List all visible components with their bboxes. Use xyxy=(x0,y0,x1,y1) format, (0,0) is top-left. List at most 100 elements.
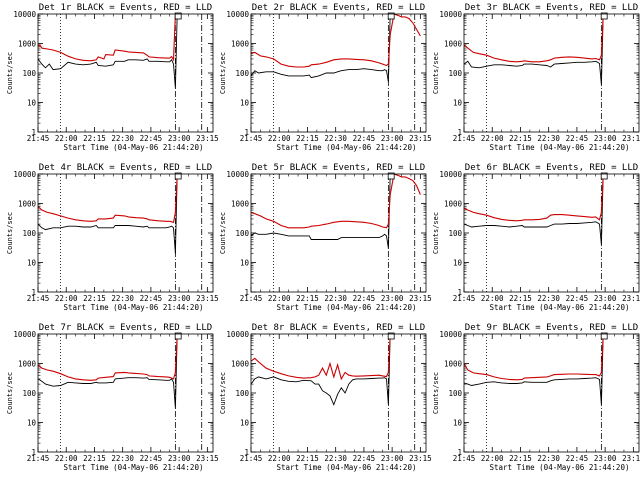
chart-panel-8: Det 8r BLACK = Events, RED = LLD 1 10 100 10… xyxy=(219,323,432,472)
y-tick-label: 10 xyxy=(27,419,37,428)
x-tick-label: 21:45 xyxy=(453,454,476,463)
x-tick-label: 22:45 xyxy=(140,454,163,463)
x-tick-label: 23:15 xyxy=(409,134,432,143)
x-tick-label: 22:15 xyxy=(296,294,319,303)
y-tick-label: 10 xyxy=(27,259,37,268)
plot-frame xyxy=(463,13,640,133)
y-axis-label: Counts/sec xyxy=(432,52,440,94)
x-tick-label: 22:45 xyxy=(353,294,376,303)
plot-frame xyxy=(463,333,640,453)
y-tick-label: 1000 xyxy=(231,360,250,369)
x-tick-label: 22:15 xyxy=(83,454,106,463)
x-tick-label: 22:15 xyxy=(509,294,532,303)
y-axis-label: Counts/sec xyxy=(219,52,227,94)
series-events-line xyxy=(251,334,393,406)
x-tick-label: 22:15 xyxy=(509,454,532,463)
chart-title: Det 7r BLACK = Events, RED = LLD xyxy=(39,323,212,333)
x-tick-label: 23:15 xyxy=(622,134,640,143)
y-axis-label: Counts/sec xyxy=(432,372,440,414)
marker-square xyxy=(174,332,182,340)
x-tick-label: 22:00 xyxy=(268,134,291,143)
chart-title: Det 5r BLACK = Events, RED = LLD xyxy=(252,163,425,173)
plot-frame xyxy=(37,173,214,293)
x-tick-label: 21:45 xyxy=(27,294,50,303)
chart-title: Det 1r BLACK = Events, RED = LLD xyxy=(39,3,212,13)
marker-square xyxy=(387,332,395,340)
x-tick-label: 22:15 xyxy=(296,134,319,143)
chart-title: Det 4r BLACK = Events, RED = LLD xyxy=(39,163,212,173)
x-tick-label: 22:30 xyxy=(537,134,560,143)
marker-square xyxy=(387,12,395,20)
x-tick-label: 22:30 xyxy=(324,454,347,463)
y-tick-label: 10000 xyxy=(13,170,36,179)
y-tick-label: 10000 xyxy=(226,170,249,179)
y-axis-label: Counts/sec xyxy=(6,52,14,94)
x-tick-label: 21:45 xyxy=(453,134,476,143)
y-tick-label: 10 xyxy=(240,259,250,268)
y-tick-label: 1000 xyxy=(444,200,463,209)
y-tick-label: 1 xyxy=(457,288,462,297)
x-axis-label: Start Time (04-May-06 21:44:20) xyxy=(64,143,204,152)
series-lld-line xyxy=(251,334,393,381)
y-tick-label: 10000 xyxy=(439,330,462,339)
x-tick-label: 23:15 xyxy=(196,134,219,143)
x-tick-label: 22:45 xyxy=(140,134,163,143)
y-tick-label: 10 xyxy=(240,419,250,428)
x-tick-label: 22:45 xyxy=(566,134,589,143)
x-axis-label: Start Time (04-May-06 21:44:20) xyxy=(490,463,630,472)
series-lld-line xyxy=(38,334,180,381)
x-tick-label: 22:45 xyxy=(140,294,163,303)
x-tick-label: 23:00 xyxy=(594,134,617,143)
y-tick-label: 1 xyxy=(244,448,249,457)
x-tick-label: 22:45 xyxy=(566,294,589,303)
y-tick-label: 100 xyxy=(235,69,249,78)
marker-square xyxy=(174,172,182,180)
x-tick-label: 21:45 xyxy=(27,454,50,463)
x-tick-label: 21:45 xyxy=(27,134,50,143)
chart-title: Det 3r BLACK = Events, RED = LLD xyxy=(465,3,638,13)
y-tick-label: 100 xyxy=(22,69,36,78)
x-tick-label: 22:15 xyxy=(83,294,106,303)
x-axis-label: Start Time (04-May-06 21:44:20) xyxy=(277,303,417,312)
y-tick-label: 10 xyxy=(453,99,463,108)
marker-square xyxy=(387,172,395,180)
x-tick-label: 22:00 xyxy=(481,294,504,303)
chart-panel-6: Det 6r BLACK = Events, RED = LLD 1 10 100 10… xyxy=(432,163,640,312)
series-lld-line xyxy=(38,174,180,223)
chart-title: Det 6r BLACK = Events, RED = LLD xyxy=(465,163,638,173)
x-tick-label: 23:15 xyxy=(196,454,219,463)
y-tick-label: 1 xyxy=(244,288,249,297)
y-tick-label: 1000 xyxy=(18,360,37,369)
chart-panel-5: Det 5r BLACK = Events, RED = LLD 1 10 100 10… xyxy=(219,163,432,312)
x-tick-label: 23:15 xyxy=(622,454,640,463)
series-lld-line xyxy=(464,14,606,63)
x-tick-label: 22:00 xyxy=(268,454,291,463)
x-tick-label: 23:15 xyxy=(622,294,640,303)
y-tick-label: 100 xyxy=(448,69,462,78)
y-tick-label: 10000 xyxy=(13,10,36,19)
chart-panel-9: Det 9r BLACK = Events, RED = LLD 1 10 100 10… xyxy=(432,323,640,472)
x-tick-label: 23:00 xyxy=(381,294,404,303)
series-events-line xyxy=(38,14,181,89)
chart-title: Det 9r BLACK = Events, RED = LLD xyxy=(465,323,638,333)
y-tick-label: 100 xyxy=(448,229,462,238)
x-tick-label: 22:15 xyxy=(509,134,532,143)
y-tick-label: 10 xyxy=(453,259,463,268)
x-tick-label: 22:15 xyxy=(296,454,319,463)
y-tick-label: 1000 xyxy=(231,200,250,209)
x-tick-label: 22:30 xyxy=(111,134,134,143)
series-events-line xyxy=(251,14,394,82)
x-tick-label: 22:30 xyxy=(537,294,560,303)
series-events-line xyxy=(464,334,606,405)
y-tick-label: 1000 xyxy=(18,200,37,209)
marker-square xyxy=(600,172,608,180)
x-tick-label: 23:15 xyxy=(409,454,432,463)
plot-frame xyxy=(250,173,427,293)
plot-frame xyxy=(463,173,640,293)
chart-panel-1: Det 1r BLACK = Events, RED = LLD 1 10 100 10… xyxy=(6,3,219,152)
y-tick-label: 10000 xyxy=(226,10,249,19)
chart-panel-2: Det 2r BLACK = Events, RED = LLD 1 10 100 10… xyxy=(219,3,432,152)
series-events-line xyxy=(464,14,606,85)
series-events-line xyxy=(38,334,180,409)
